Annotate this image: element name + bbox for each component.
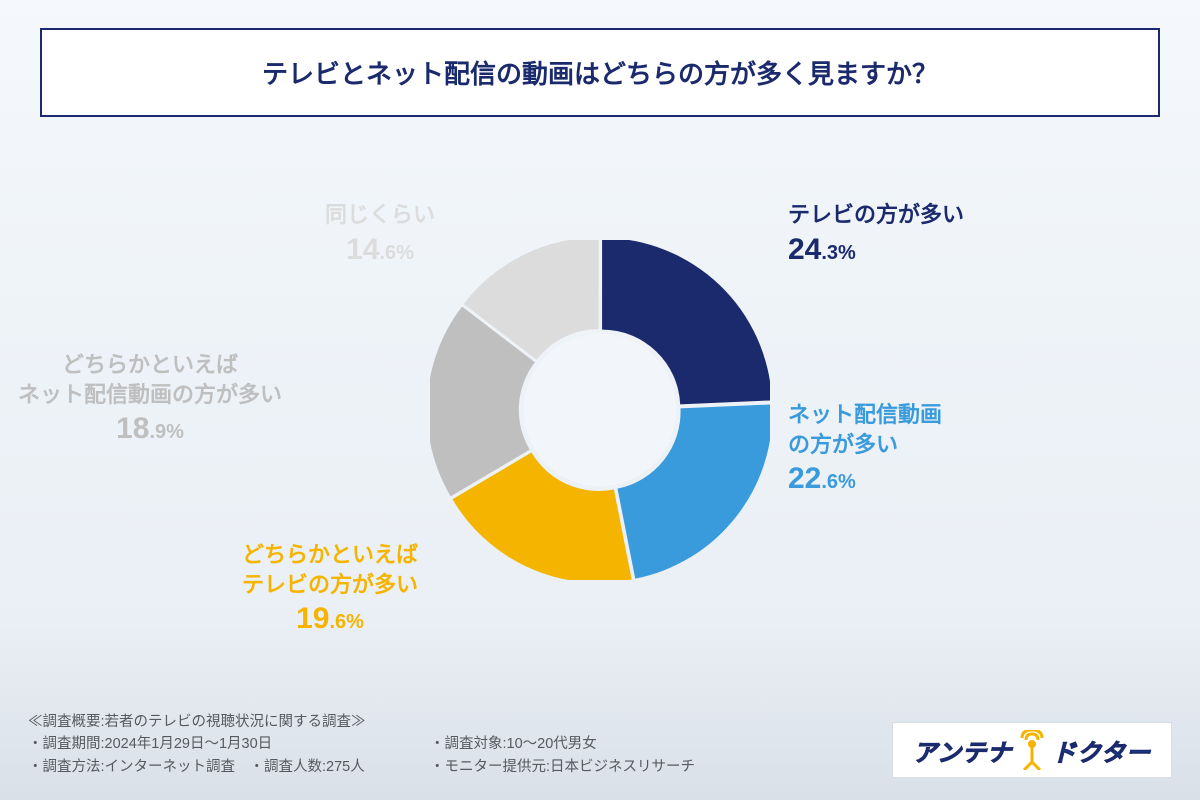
brand-badge: アンテナ ドクター <box>892 722 1172 778</box>
slice-label: テレビの方が多い24.3% <box>788 200 964 270</box>
donut-hole <box>524 334 676 486</box>
slice-label: どちらかといえばテレビの方が多い19.6% <box>242 540 418 640</box>
brand-text-right: ドクター <box>1052 733 1151 768</box>
footer-heading: ≪調査概要:若者のテレビの視聴状況に関する調査≫ <box>28 711 366 733</box>
footer-line: ・調査方法:インターネット調査 ・調査人数:275人 <box>28 756 366 778</box>
footer-line: ・調査期間:2024年1月29日～1月30日 <box>28 733 366 755</box>
brand-text-left: アンテナ <box>913 733 1012 768</box>
footer-line: ・モニター提供元:日本ビジネスリサーチ <box>430 756 695 778</box>
donut-chart <box>430 240 770 580</box>
slice-label: どちらかといえばネット配信動画の方が多い18.9% <box>18 350 282 450</box>
chart-area: テレビの方が多い24.3% ネット配信動画の方が多い22.6% どちらかといえばテレ… <box>0 140 1200 710</box>
slice-label: 同じくらい14.6% <box>325 200 435 270</box>
survey-footer-col1: ≪調査概要:若者のテレビの視聴状況に関する調査≫ ・調査期間:2024年1月29… <box>28 711 366 778</box>
survey-footer-col2: ・調査対象:10～20代男女 ・モニター提供元:日本ビジネスリサーチ <box>430 711 695 778</box>
antenna-icon <box>1018 730 1046 770</box>
chart-title-box: テレビとネット配信の動画はどちらの方が多く見ますか？ <box>40 28 1160 117</box>
slice-label: ネット配信動画の方が多い22.6% <box>788 400 942 500</box>
footer-line: ・調査対象:10～20代男女 <box>430 733 695 755</box>
chart-title-text: テレビとネット配信の動画はどちらの方が多く見ますか？ <box>262 59 938 89</box>
